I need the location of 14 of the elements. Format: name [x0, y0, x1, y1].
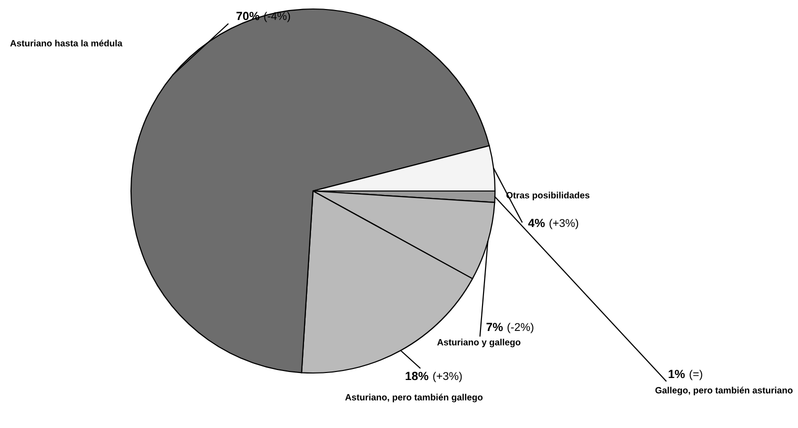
data-label: 1% — [668, 370, 685, 378]
slice-label: Gallego, pero también asturiano — [655, 386, 793, 396]
data-label: 4% — [528, 218, 545, 228]
slice-label: Asturiano, pero también gallego — [345, 394, 483, 402]
text: (-4%) — [264, 12, 290, 22]
slice-label: Asturiano y gallego — [437, 338, 520, 348]
data-label: 18% — [406, 372, 428, 380]
data-label: 70% — [236, 12, 260, 20]
data-label: 7% — [486, 322, 503, 332]
text: (+3%) — [550, 218, 578, 230]
text: (+3%) — [433, 372, 462, 382]
slice-label: Asturiano hasta la médula — [10, 40, 122, 46]
text: (-2%) — [508, 322, 534, 334]
text: (=) — [690, 370, 702, 380]
